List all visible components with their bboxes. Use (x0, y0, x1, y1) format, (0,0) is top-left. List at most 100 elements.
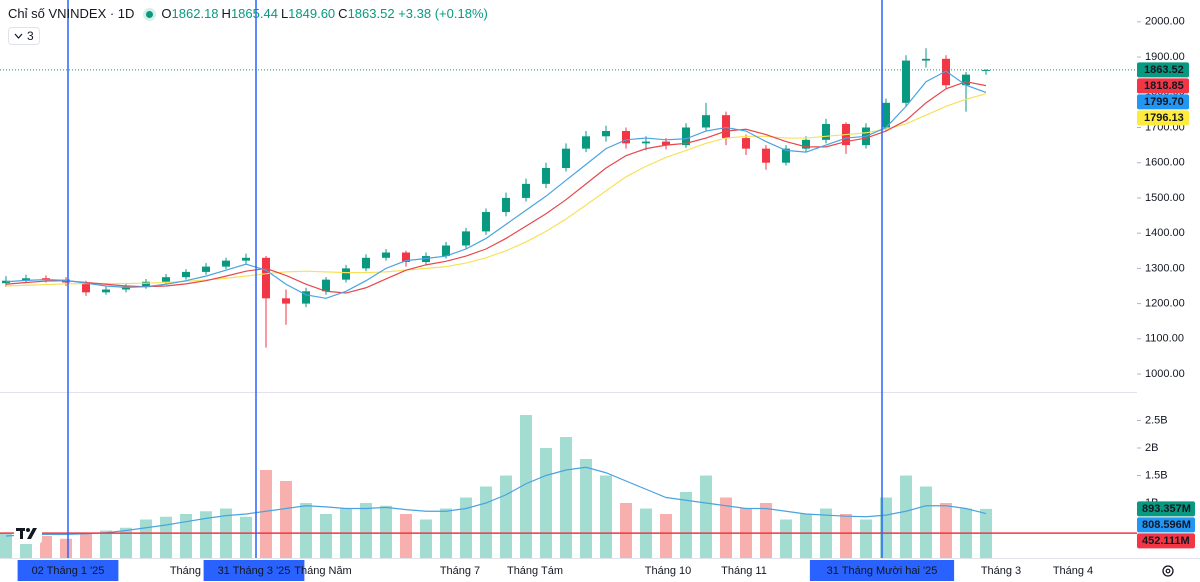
logo-bg (14, 524, 42, 544)
tradingview-logo[interactable] (14, 524, 42, 544)
volume-bar (760, 503, 772, 558)
volume-marker-label: 893.357M (1142, 503, 1191, 515)
volume-bar (540, 448, 552, 558)
symbol-title[interactable]: Chỉ số VNINDEX · 1D (8, 6, 135, 21)
candle-body (542, 168, 550, 184)
volume-bar (360, 503, 372, 558)
moving-average (5, 93, 987, 287)
volume-bar (380, 505, 392, 558)
y-tick-label: 1900.00 (1145, 51, 1185, 63)
candle-body (642, 141, 650, 144)
time-label-highlight (203, 560, 305, 581)
candle-body (602, 131, 610, 137)
y-tick-label: 1600.00 (1145, 157, 1185, 169)
candle-body (262, 257, 270, 299)
x-tick-label: 31 Tháng 3 '25 (218, 565, 291, 577)
volume-bar (940, 503, 952, 558)
candle-body (682, 127, 690, 146)
volume-marker (1137, 501, 1195, 517)
price-marker-label: 1818.85 (1144, 80, 1184, 92)
volume-bar (500, 475, 512, 558)
price-marker (1137, 78, 1189, 94)
volume-bar (840, 514, 852, 558)
x-tick-label: Tháng 3 (170, 565, 210, 577)
volume-bar (100, 530, 112, 558)
gear[interactable] (1162, 565, 1174, 577)
price-marker-label: 1796.13 (1144, 112, 1184, 124)
candle-body (822, 123, 830, 140)
volume-bar (480, 486, 492, 558)
candle-body (222, 260, 230, 267)
volume-marker-label: 452.111M (1142, 535, 1190, 547)
candle-body (382, 252, 390, 258)
volume-bar (860, 519, 872, 558)
indicator-count: 3 (27, 29, 34, 43)
candle-body (42, 278, 50, 280)
candle-body (322, 279, 330, 292)
change: +3.38 (398, 6, 432, 21)
volume-bar (180, 514, 192, 558)
volume-bar (880, 497, 892, 558)
volume-bar (600, 475, 612, 558)
moving-average (5, 81, 987, 294)
candle-body (342, 268, 350, 280)
candle-body (2, 280, 10, 284)
axes: 1000.00 1100.00 1200.00 1300.00 1400.00 1500.… (17, 16, 1195, 581)
volume-bar (280, 481, 292, 558)
volume-bar (260, 470, 272, 558)
candle-body (302, 291, 310, 304)
x-tick-label: Tháng 4 (1053, 565, 1093, 577)
candle-body (522, 183, 530, 198)
candle-body (622, 131, 630, 144)
volume-bar (160, 516, 172, 558)
drawings[interactable] (67, 0, 883, 558)
volume-bar (400, 514, 412, 558)
volume-bar (80, 533, 92, 558)
price-marker-label: 1799.70 (1144, 96, 1184, 108)
volume-bar (560, 437, 572, 558)
candle-body (22, 278, 30, 281)
y-tick-label: 1500.00 (1145, 192, 1185, 204)
candle-body (202, 266, 210, 272)
indicators-toggle[interactable]: 3 (8, 27, 40, 45)
ohlc-key: C (338, 6, 348, 21)
candle-body (962, 74, 970, 86)
price-marker (1137, 62, 1189, 78)
candle-body (722, 115, 730, 139)
candle-body (142, 281, 150, 287)
x-tick-label: Tháng Năm (294, 565, 351, 577)
chevron (14, 33, 23, 39)
candle-body (782, 148, 790, 163)
y-tick-label: 1400.00 (1145, 227, 1185, 239)
volume-bar (0, 533, 12, 558)
change-percent: (+0.18%) (434, 6, 488, 21)
time-label-highlight (809, 560, 955, 581)
price-marker-label: 1863.52 (1144, 64, 1184, 76)
candle-body (502, 197, 510, 213)
volume-bar (320, 514, 332, 558)
ohlc-value: 1862.18 (171, 6, 219, 21)
legend-header: Chỉ số VNINDEX · 1D O1862.18 H1865.44 L1849… (8, 6, 488, 21)
ohlc-value: 1849.60 (288, 6, 336, 21)
volume-bar (800, 514, 812, 558)
y-tick-label: 2B (1145, 442, 1158, 454)
x-tick-label: Tháng Tám (507, 565, 563, 577)
settings-icon[interactable] (1162, 565, 1174, 577)
volume-bar (620, 503, 632, 558)
status-dot (146, 10, 154, 18)
x-tick-label: Tháng 7 (440, 565, 480, 577)
logo-part (27, 528, 37, 539)
candle-body (482, 212, 490, 232)
time-label-highlight (17, 560, 119, 581)
price-marker (1137, 94, 1189, 110)
candle-body (662, 141, 670, 146)
candle-body (582, 136, 590, 149)
candle-body (122, 286, 130, 290)
candle-body (882, 102, 890, 128)
candle-body (442, 245, 450, 257)
candle-body (102, 289, 110, 293)
x-tick-label: Tháng 3 (981, 565, 1021, 577)
candle-body (762, 148, 770, 163)
volume-ma (5, 466, 987, 537)
